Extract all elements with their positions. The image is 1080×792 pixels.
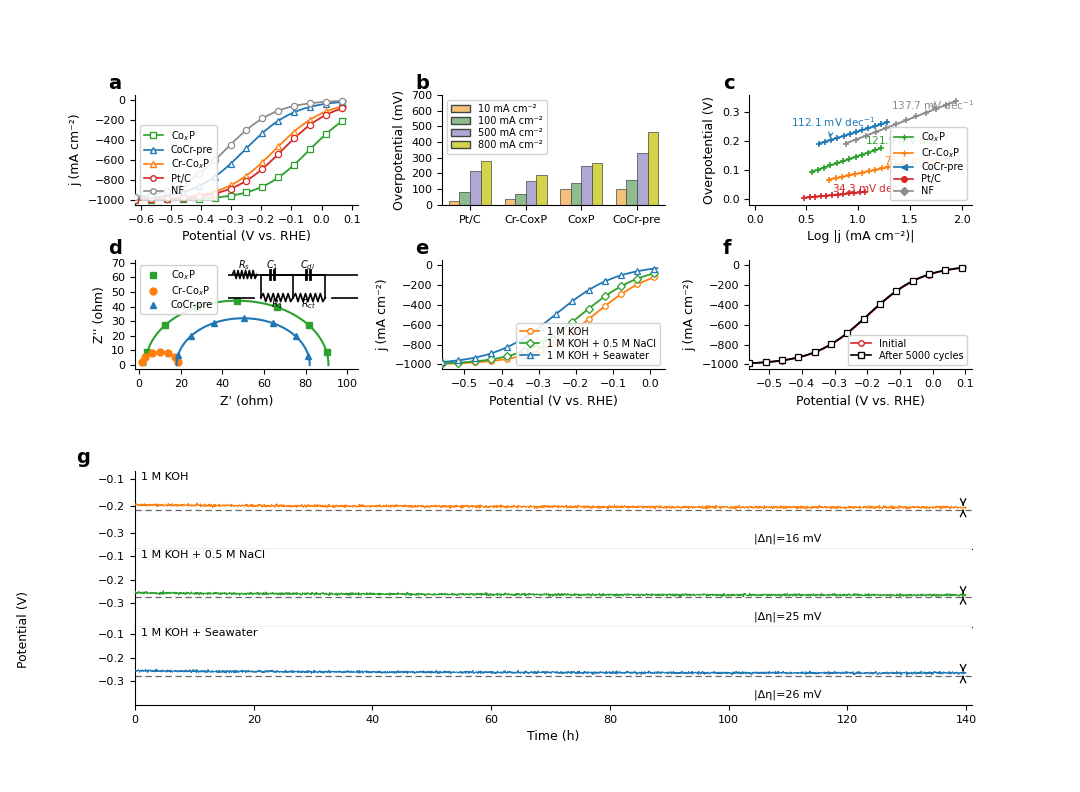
Bar xyxy=(459,192,470,205)
Text: g: g xyxy=(77,448,91,467)
Bar xyxy=(616,188,626,205)
Text: 34.3 mV dec$^{-1}$: 34.3 mV dec$^{-1}$ xyxy=(833,181,910,196)
X-axis label: Z' (ohm): Z' (ohm) xyxy=(219,394,273,408)
Text: 1 M KOH + Seawater: 1 M KOH + Seawater xyxy=(140,628,257,638)
Text: d: d xyxy=(108,238,122,257)
Text: a: a xyxy=(108,74,121,93)
Text: |Δη|=16 mV: |Δη|=16 mV xyxy=(754,533,822,544)
Text: b: b xyxy=(416,74,430,93)
Legend: Co$_x$P, Cr-Co$_x$P, CoCr-pre: Co$_x$P, Cr-Co$_x$P, CoCr-pre xyxy=(140,265,217,314)
Bar xyxy=(592,163,603,205)
Bar xyxy=(581,166,592,205)
X-axis label: Time (h): Time (h) xyxy=(527,730,580,743)
Y-axis label: Overpotential (mV): Overpotential (mV) xyxy=(393,89,406,210)
Y-axis label: j (mA cm⁻²): j (mA cm⁻²) xyxy=(684,278,697,351)
Y-axis label: j (mA cm⁻²): j (mA cm⁻²) xyxy=(377,278,390,351)
Text: e: e xyxy=(416,238,429,257)
Text: |Δη|=25 mV: |Δη|=25 mV xyxy=(754,611,822,622)
Y-axis label: Overpotential (V): Overpotential (V) xyxy=(703,96,716,204)
Text: 137.7 mV dec$^{-1}$: 137.7 mV dec$^{-1}$ xyxy=(891,98,975,112)
Y-axis label: j (mA cm⁻²): j (mA cm⁻²) xyxy=(69,113,82,186)
Bar xyxy=(515,194,526,205)
Y-axis label: Z'' (ohm): Z'' (ohm) xyxy=(93,286,106,343)
X-axis label: Log |j (mA cm⁻²)|: Log |j (mA cm⁻²)| xyxy=(807,230,915,243)
Text: 121.9 mV dec$^{-1}$: 121.9 mV dec$^{-1}$ xyxy=(865,133,949,147)
Bar xyxy=(570,182,581,205)
Legend: Co$_x$P, Cr-Co$_x$P, CoCr-pre, Pt/C, NF: Co$_x$P, Cr-Co$_x$P, CoCr-pre, Pt/C, NF xyxy=(890,127,967,200)
Text: c: c xyxy=(723,74,734,93)
Bar xyxy=(481,161,491,205)
Bar xyxy=(637,153,648,205)
Bar xyxy=(537,175,546,205)
X-axis label: Potential (V vs. RHE): Potential (V vs. RHE) xyxy=(796,394,926,408)
Text: f: f xyxy=(723,238,731,257)
Legend: Initial, After 5000 cycles: Initial, After 5000 cycles xyxy=(848,335,967,364)
X-axis label: Potential (V vs. RHE): Potential (V vs. RHE) xyxy=(181,230,311,243)
Text: |Δη|=26 mV: |Δη|=26 mV xyxy=(754,689,822,699)
X-axis label: Potential (V vs. RHE): Potential (V vs. RHE) xyxy=(489,394,618,408)
Text: 1 M KOH + 0.5 M NaCl: 1 M KOH + 0.5 M NaCl xyxy=(140,550,265,561)
Bar xyxy=(561,189,570,205)
Bar xyxy=(526,181,537,205)
Bar xyxy=(626,180,637,205)
Bar xyxy=(504,199,515,205)
Legend: Co$_x$P, CoCr-pre, Cr-Co$_x$P, Pt/C, NF: Co$_x$P, CoCr-pre, Cr-Co$_x$P, Pt/C, NF xyxy=(140,125,217,200)
Bar xyxy=(648,132,658,205)
Text: Potential (V): Potential (V) xyxy=(17,591,30,668)
Legend: 10 mA cm⁻², 100 mA cm⁻², 500 mA cm⁻², 800 mA cm⁻²: 10 mA cm⁻², 100 mA cm⁻², 500 mA cm⁻², 80… xyxy=(447,100,546,154)
Bar xyxy=(449,201,459,205)
Text: 75.6 mV dec$^{-1}$: 75.6 mV dec$^{-1}$ xyxy=(885,153,962,167)
Text: 112.1 mV dec$^{-1}$: 112.1 mV dec$^{-1}$ xyxy=(791,115,875,136)
Bar xyxy=(470,171,481,205)
Legend: 1 M KOH, 1 M KOH + 0.5 M NaCl, 1 M KOH + Seawater: 1 M KOH, 1 M KOH + 0.5 M NaCl, 1 M KOH +… xyxy=(516,323,660,364)
Text: 1 M KOH: 1 M KOH xyxy=(140,473,188,482)
